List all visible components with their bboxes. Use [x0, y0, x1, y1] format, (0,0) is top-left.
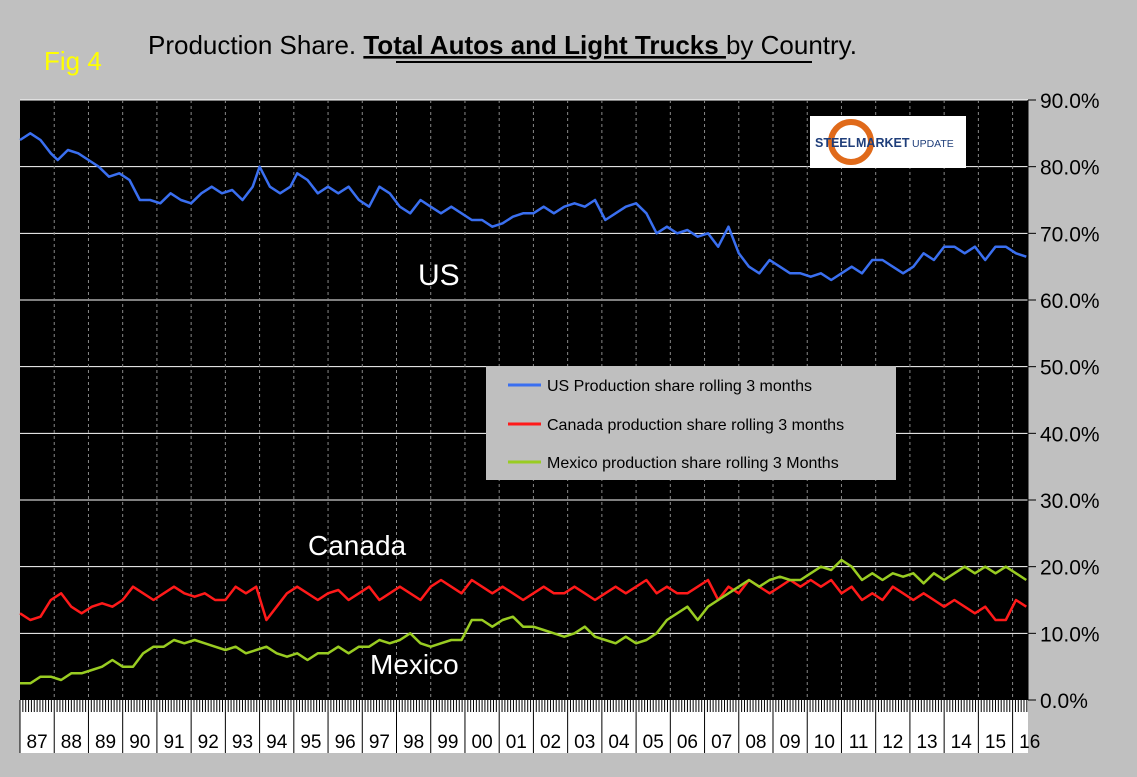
y-tick-label: 60.0% [1040, 290, 1100, 313]
x-tick-label: 09 [780, 732, 801, 753]
series-layer [19, 132, 1027, 685]
annotation-us: US [418, 259, 460, 292]
x-tick-label: 15 [985, 732, 1006, 753]
x-tick-label: 00 [472, 732, 493, 753]
x-tick-label: 16 [1019, 732, 1040, 753]
title-pre: Production Share. [148, 30, 363, 60]
y-tick-label: 50.0% [1040, 357, 1100, 380]
x-tick-label: 10 [814, 732, 835, 753]
annotation-canada: Canada [308, 530, 407, 561]
x-tick-label: 02 [540, 732, 561, 753]
x-tick-label: 88 [61, 732, 82, 753]
legend-label-mexico: Mexico production share rolling 3 Months [547, 455, 839, 472]
x-tick-label: 01 [506, 732, 527, 753]
y-tick-label: 30.0% [1040, 490, 1100, 513]
x-tick-label: 07 [711, 732, 732, 753]
x-tick-label: 08 [745, 732, 766, 753]
x-tick-label: 12 [882, 732, 903, 753]
y-tick-label: 90.0% [1040, 90, 1100, 113]
x-tick-label: 04 [608, 732, 630, 753]
logo-word-update: UPDATE [912, 138, 954, 150]
x-tick-label: 98 [403, 732, 424, 753]
annotation-mexico: Mexico [370, 649, 459, 680]
y-tick-label: 80.0% [1040, 157, 1100, 180]
x-tick-label: 99 [437, 732, 458, 753]
x-tick-label: 13 [916, 732, 937, 753]
y-tick-label: 10.0% [1040, 623, 1100, 646]
x-tick-label: 14 [951, 732, 973, 753]
y-tick-label: 40.0% [1040, 423, 1100, 446]
series-line-mexico [20, 558, 1027, 685]
x-tick-label: 90 [129, 732, 150, 753]
title-post: by Country. [726, 30, 857, 60]
series-line-canada [19, 578, 1027, 622]
x-tick-label: 87 [27, 732, 48, 753]
y-tick-label: 0.0% [1040, 690, 1088, 713]
x-tick-label: 06 [677, 732, 698, 753]
x-tick-label: 03 [574, 732, 595, 753]
y-tick-label: 20.0% [1040, 557, 1100, 580]
title-bold: Total Autos and Light Trucks [363, 30, 726, 60]
x-tick-label: 89 [95, 732, 116, 753]
steel-market-update-logo: STEEL MARKET UPDATE [810, 116, 966, 168]
x-tick-label: 97 [369, 732, 390, 753]
x-tick-label: 11 [849, 732, 869, 753]
x-tick-label: 91 [163, 732, 184, 753]
fig-label: Fig 4 [44, 46, 102, 76]
x-tick-label: 05 [643, 732, 664, 753]
logo-word-steel: STEEL [815, 136, 856, 150]
x-tick-label: 96 [335, 732, 356, 753]
legend: US Production share rolling 3 months Can… [486, 366, 896, 480]
y-tick-label: 70.0% [1040, 223, 1100, 246]
legend-label-canada: Canada production share rolling 3 months [547, 417, 844, 434]
x-tick-label: 94 [266, 732, 288, 753]
x-tick-label: 93 [232, 732, 253, 753]
x-tick-label: 92 [198, 732, 219, 753]
legend-box [486, 366, 896, 480]
legend-label-us: US Production share rolling 3 months [547, 378, 812, 395]
x-tick-label: 95 [300, 732, 321, 753]
y-axis: 0.0% 10.0% 20.0% 30.0% 40.0% 50.0% 60.0% 70.0% 8… [1027, 90, 1100, 713]
x-axis: 87 88 89 90 91 92 93 94 95 96 97 98 99 00 01 02 03 04 05 06… [19, 700, 1040, 753]
logo-word-market: MARKET [856, 136, 910, 150]
series-line-us [19, 132, 1027, 282]
chart-title: Production Share. Total Autos and Light … [148, 30, 857, 60]
logo-swoosh [828, 119, 874, 165]
